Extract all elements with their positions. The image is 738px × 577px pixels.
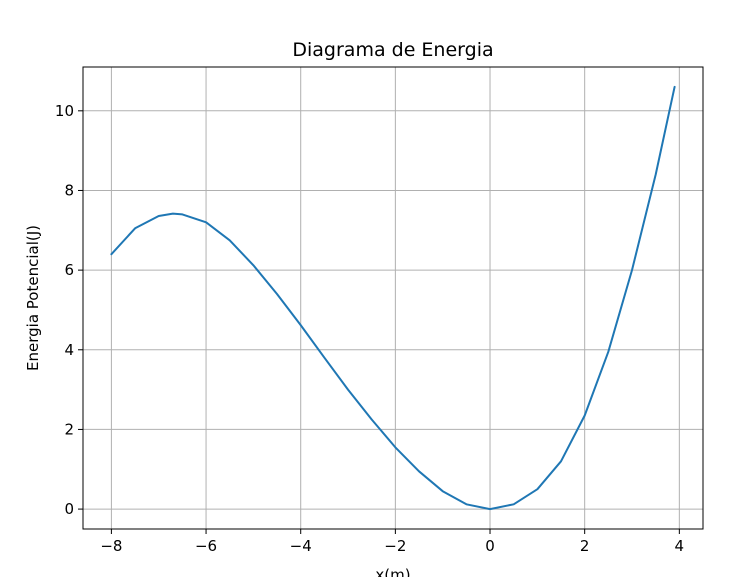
grid-layer (83, 67, 703, 529)
x-tick-label: −2 (384, 537, 406, 555)
y-tick-label: 8 (64, 181, 74, 199)
tick-layer: −8 −6 −4 −2 0 2 4 0 2 4 6 8 10 (55, 102, 684, 555)
x-tick-label: 4 (675, 537, 685, 555)
x-tick-label: 0 (485, 537, 495, 555)
y-tick-label: 10 (55, 102, 74, 120)
chart-title: Diagrama de Energia (292, 39, 493, 61)
x-tick-label: −4 (290, 537, 312, 555)
plot-frame (82, 66, 704, 530)
x-tick-label: −6 (195, 537, 217, 555)
y-tick-label: 4 (64, 341, 74, 359)
y-axis-label: Energia Potencial(J) (24, 225, 42, 371)
series-layer (110, 85, 676, 511)
y-tick-label: 2 (64, 420, 74, 438)
x-tick-label: 2 (580, 537, 590, 555)
x-axis-label: x(m) (375, 566, 410, 577)
y-tick-label: 6 (64, 261, 74, 279)
x-tick-label: −8 (100, 537, 122, 555)
y-tick-label: 0 (64, 500, 74, 518)
energy-curve-line (110, 85, 676, 511)
